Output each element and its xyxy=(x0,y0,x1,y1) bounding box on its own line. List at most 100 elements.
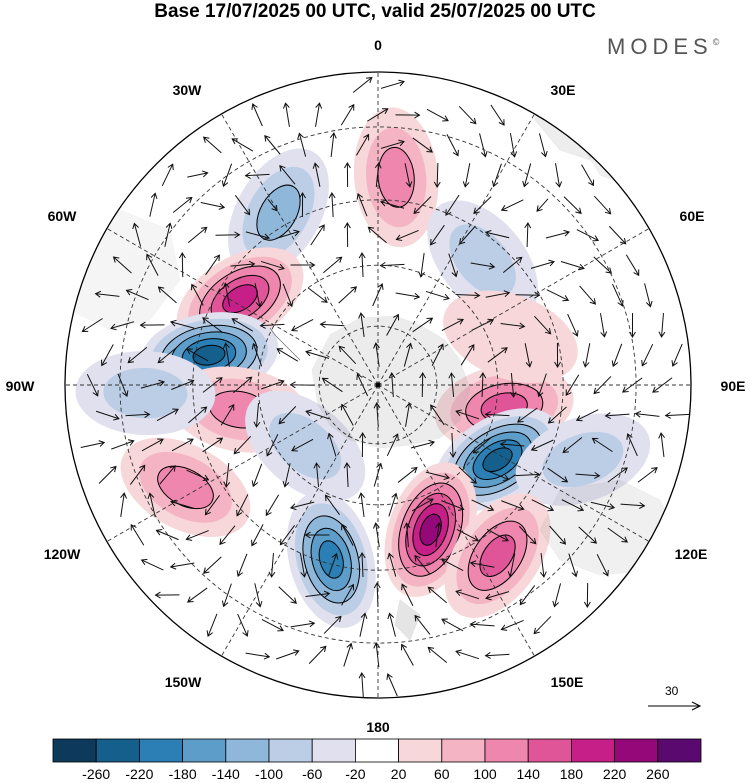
colorbar-cell xyxy=(182,738,227,763)
wind-vector xyxy=(607,467,628,483)
wind-vector xyxy=(500,620,524,631)
wind-vector xyxy=(425,471,451,481)
wind-vector xyxy=(327,432,337,457)
wind-vector xyxy=(171,379,195,390)
wind-vector xyxy=(563,196,582,215)
label-lon-30w: 30W xyxy=(172,82,202,98)
wind-vector xyxy=(251,103,263,127)
wind-vector xyxy=(169,562,195,570)
wind-vector xyxy=(358,672,366,698)
label-lon-60w: 60W xyxy=(47,208,77,224)
wind-vector xyxy=(397,466,418,483)
wind-vector xyxy=(222,282,231,307)
wind-vector xyxy=(380,79,405,89)
wind-vector xyxy=(344,162,351,188)
wind-vector xyxy=(323,615,342,634)
wind-vector xyxy=(304,531,330,539)
wind-vector xyxy=(547,406,567,424)
wind-vector xyxy=(448,253,459,278)
wind-vector xyxy=(191,283,204,306)
wind-vector xyxy=(299,553,308,578)
wind-vector xyxy=(372,283,384,307)
anomaly-contour xyxy=(443,290,578,383)
colorbar-cell xyxy=(268,738,313,763)
wind-vector xyxy=(403,522,411,548)
meridian-line xyxy=(106,384,379,542)
wind-vector xyxy=(404,163,413,188)
anomaly-center xyxy=(245,390,366,502)
label-lon-180: 180 xyxy=(366,719,390,735)
wind-vector xyxy=(410,439,436,449)
anomaly-contour xyxy=(318,540,344,579)
wind-vector xyxy=(445,194,460,216)
anomaly-contour xyxy=(449,224,516,297)
wind-vector xyxy=(341,403,354,426)
wind-vector xyxy=(157,286,177,304)
wind-vector xyxy=(555,163,563,188)
wind-vector xyxy=(340,103,355,126)
wind-vector xyxy=(278,586,297,604)
anomaly-field xyxy=(75,107,651,628)
wind-vector xyxy=(323,256,343,274)
wind-vector xyxy=(599,313,608,338)
wind-vector xyxy=(310,224,325,246)
wind-vector xyxy=(343,222,351,248)
wind-vector xyxy=(455,649,480,660)
wind-vector xyxy=(575,409,599,422)
wind-vector xyxy=(395,229,419,241)
colorbar-cell xyxy=(95,738,140,763)
wind-vector xyxy=(531,499,555,512)
wind-vector xyxy=(579,285,597,305)
wind-vector xyxy=(462,163,471,188)
wind-vector xyxy=(536,198,549,212)
wind-vector xyxy=(533,616,552,635)
meridian-line xyxy=(377,384,650,542)
wind-vector xyxy=(187,226,208,244)
wind-vector xyxy=(130,523,145,546)
wind-vector xyxy=(81,318,103,333)
wind-vector xyxy=(387,612,396,637)
colorbar-cell xyxy=(225,738,270,763)
colorbar-cell xyxy=(441,738,486,763)
wind-vector xyxy=(479,372,487,398)
wind-vector xyxy=(299,192,306,218)
wind-vector xyxy=(202,377,223,393)
wind-vector xyxy=(554,342,561,368)
wind-vector xyxy=(637,467,658,483)
wind-vector xyxy=(200,202,226,210)
wind-vector xyxy=(291,318,314,332)
wind-vector xyxy=(591,437,613,453)
wind-vector xyxy=(120,492,127,517)
colorbar-cell xyxy=(657,738,702,763)
wind-vector xyxy=(414,614,431,635)
wind-vector xyxy=(530,259,555,269)
wind-vector xyxy=(359,612,368,637)
wind-vector xyxy=(291,438,314,452)
wind-vector xyxy=(265,494,280,517)
wind-vector xyxy=(611,343,623,368)
wind-vector xyxy=(140,558,164,571)
wind-vector xyxy=(329,132,337,157)
reference-arrow xyxy=(648,701,702,711)
wind-vector xyxy=(187,170,209,178)
wind-vector xyxy=(95,410,120,421)
wind-vector xyxy=(581,164,595,187)
wind-vector xyxy=(276,649,300,660)
wind-vector xyxy=(251,342,263,367)
wind-vector xyxy=(387,552,397,577)
colorbar-tick-label: -260 xyxy=(82,766,111,782)
wind-vector xyxy=(441,500,465,511)
colorbar-cell xyxy=(527,738,572,763)
wind-vector xyxy=(425,290,450,301)
wind-vector xyxy=(305,590,331,598)
wind-vector xyxy=(524,222,532,248)
wind-vector xyxy=(202,136,222,154)
wind-vector xyxy=(469,621,495,628)
colorbar-cell xyxy=(52,738,97,763)
wind-vector xyxy=(400,643,414,666)
wind-vector xyxy=(312,162,321,187)
wind-vector xyxy=(567,313,579,337)
wind-vector xyxy=(282,102,290,127)
colorbar-tick-label: 20 xyxy=(390,766,407,782)
